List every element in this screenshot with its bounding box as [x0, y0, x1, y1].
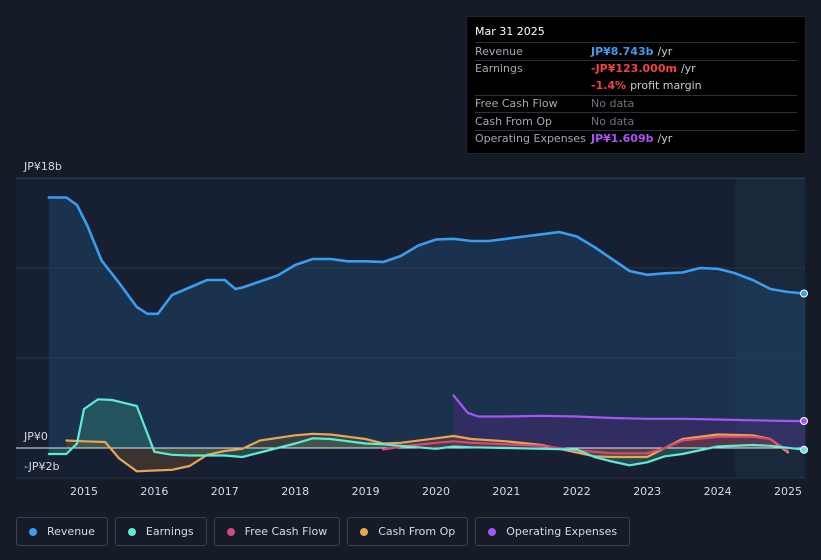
tooltip-row-margin: -1.4% profit margin — [475, 77, 797, 95]
earnings-end-marker — [800, 445, 808, 454]
revenue-area — [48, 197, 806, 448]
revenue-dot-icon — [29, 527, 37, 536]
x-tick-label: 2016 — [140, 485, 168, 498]
x-tick-label: 2022 — [563, 485, 591, 498]
x-tick-label: 2023 — [633, 485, 661, 498]
cash-from-op-dot-icon — [360, 527, 369, 536]
tooltip-fcf-value: No data — [591, 97, 635, 111]
x-tick-label: 2015 — [70, 485, 98, 498]
tooltip-row-revenue: Revenue JP¥8.743b /yr — [475, 42, 797, 60]
earnings-line — [47, 398, 807, 467]
free-cash-flow-dot-icon — [226, 527, 235, 536]
tooltip-row-earnings: Earnings -JP¥123.000m /yr — [475, 59, 797, 78]
operating-expenses-line — [452, 394, 807, 423]
operating-expenses-end-marker — [800, 417, 808, 425]
tooltip-suffix: /yr — [680, 62, 696, 76]
tooltip-row-fcf: Free Cash Flow No data — [475, 94, 797, 113]
x-tick-label: 2019 — [352, 485, 380, 498]
x-tick-label: 2024 — [704, 485, 732, 498]
legend: Revenue Earnings Free Cash Flow Cash Fro… — [16, 517, 637, 546]
x-tick-label: 2020 — [422, 485, 450, 498]
operating-expenses-dot-icon — [488, 527, 497, 536]
legend-label: Operating Expenses — [506, 525, 618, 538]
tooltip-cfo-value: No data — [591, 114, 635, 128]
tooltip-panel: Mar 31 2025 Revenue JP¥8.743b /yr Earnin… — [466, 16, 806, 154]
tooltip-revenue-value: JP¥8.743b — [591, 44, 654, 58]
tooltip-label: Free Cash Flow — [475, 97, 558, 111]
legend-operating-expenses[interactable]: Operating Expenses — [475, 517, 631, 546]
plot-background — [16, 178, 805, 478]
tooltip-suffix: /yr — [657, 132, 673, 146]
x-tick-label: 2025 — [774, 485, 802, 498]
tooltip-label: Revenue — [475, 44, 523, 58]
tooltip-row-opex: Operating Expenses JP¥1.609b /yr — [475, 129, 797, 148]
tooltip-earnings-value: -JP¥123.000m — [591, 62, 677, 76]
legend-free-cash-flow[interactable]: Free Cash Flow — [213, 517, 341, 546]
tooltip-suffix: /yr — [657, 44, 673, 58]
tooltip-margin-value: -1.4% — [591, 79, 627, 93]
tooltip-row-cfo: Cash From Op No data — [475, 112, 797, 130]
legend-label: Cash From Op — [378, 525, 456, 538]
legend-revenue[interactable]: Revenue — [16, 517, 108, 546]
tooltip-opex-value: JP¥1.609b — [591, 132, 654, 146]
revenue-end-marker — [800, 289, 808, 298]
legend-label: Earnings — [145, 525, 194, 538]
x-tick-label: 2018 — [281, 485, 309, 498]
revenue-line — [47, 196, 807, 316]
tooltip-date: Mar 31 2025 — [475, 25, 545, 38]
x-tick-label: 2021 — [492, 485, 520, 498]
tooltip-label: Earnings — [475, 62, 523, 76]
tooltip-label: Operating Expenses — [475, 132, 586, 146]
tooltip-suffix: profit margin — [630, 79, 702, 93]
free-cash-flow-line — [382, 435, 790, 455]
legend-label: Revenue — [47, 525, 95, 538]
legend-earnings[interactable]: Earnings — [114, 517, 207, 546]
y-axis-label-top: JP¥18b — [23, 160, 62, 173]
y-axis-label-zero: JP¥0 — [23, 430, 48, 443]
legend-label: Free Cash Flow — [244, 525, 328, 538]
tooltip-label: Cash From Op — [475, 114, 553, 128]
y-axis-label-bottom: -JP¥2b — [24, 460, 59, 473]
recent-period-shade — [735, 178, 805, 478]
earnings-dot-icon — [127, 527, 136, 536]
legend-cash-from-op[interactable]: Cash From Op — [347, 517, 469, 546]
x-tick-label: 2017 — [211, 485, 239, 498]
